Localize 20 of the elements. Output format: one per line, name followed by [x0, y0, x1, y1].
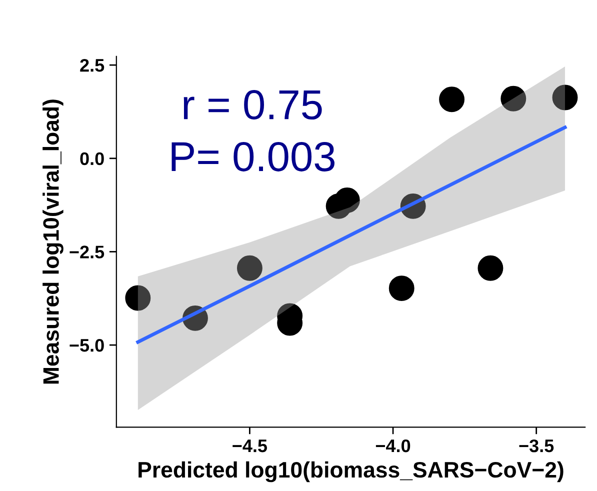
point — [388, 276, 414, 302]
point — [236, 255, 262, 281]
x-tick-label: −4.5 — [232, 440, 268, 452]
y-tick-label: 0.0 — [80, 152, 104, 166]
annotation: P= 0.003 — [172, 142, 334, 172]
point — [439, 86, 464, 112]
line-series — [136, 126, 567, 344]
point — [500, 86, 526, 112]
point — [478, 255, 504, 281]
y-axis-title: Measured log10(viral_load) — [42, 100, 64, 384]
y-tick-label: 2.5 — [80, 58, 104, 72]
y-tick-label: −2.5 — [70, 246, 104, 258]
point — [334, 187, 360, 213]
annotation: r = 0.75 — [184, 90, 322, 120]
y-tick-label: −5.0 — [70, 338, 104, 352]
point — [125, 285, 151, 311]
x-tick-label: −4.0 — [376, 439, 410, 452]
x-axis-title: Predicted log10(biomass_SARS−CoV−2) — [138, 461, 564, 482]
x-tick-label: −3.5 — [519, 439, 554, 452]
point — [552, 84, 578, 110]
